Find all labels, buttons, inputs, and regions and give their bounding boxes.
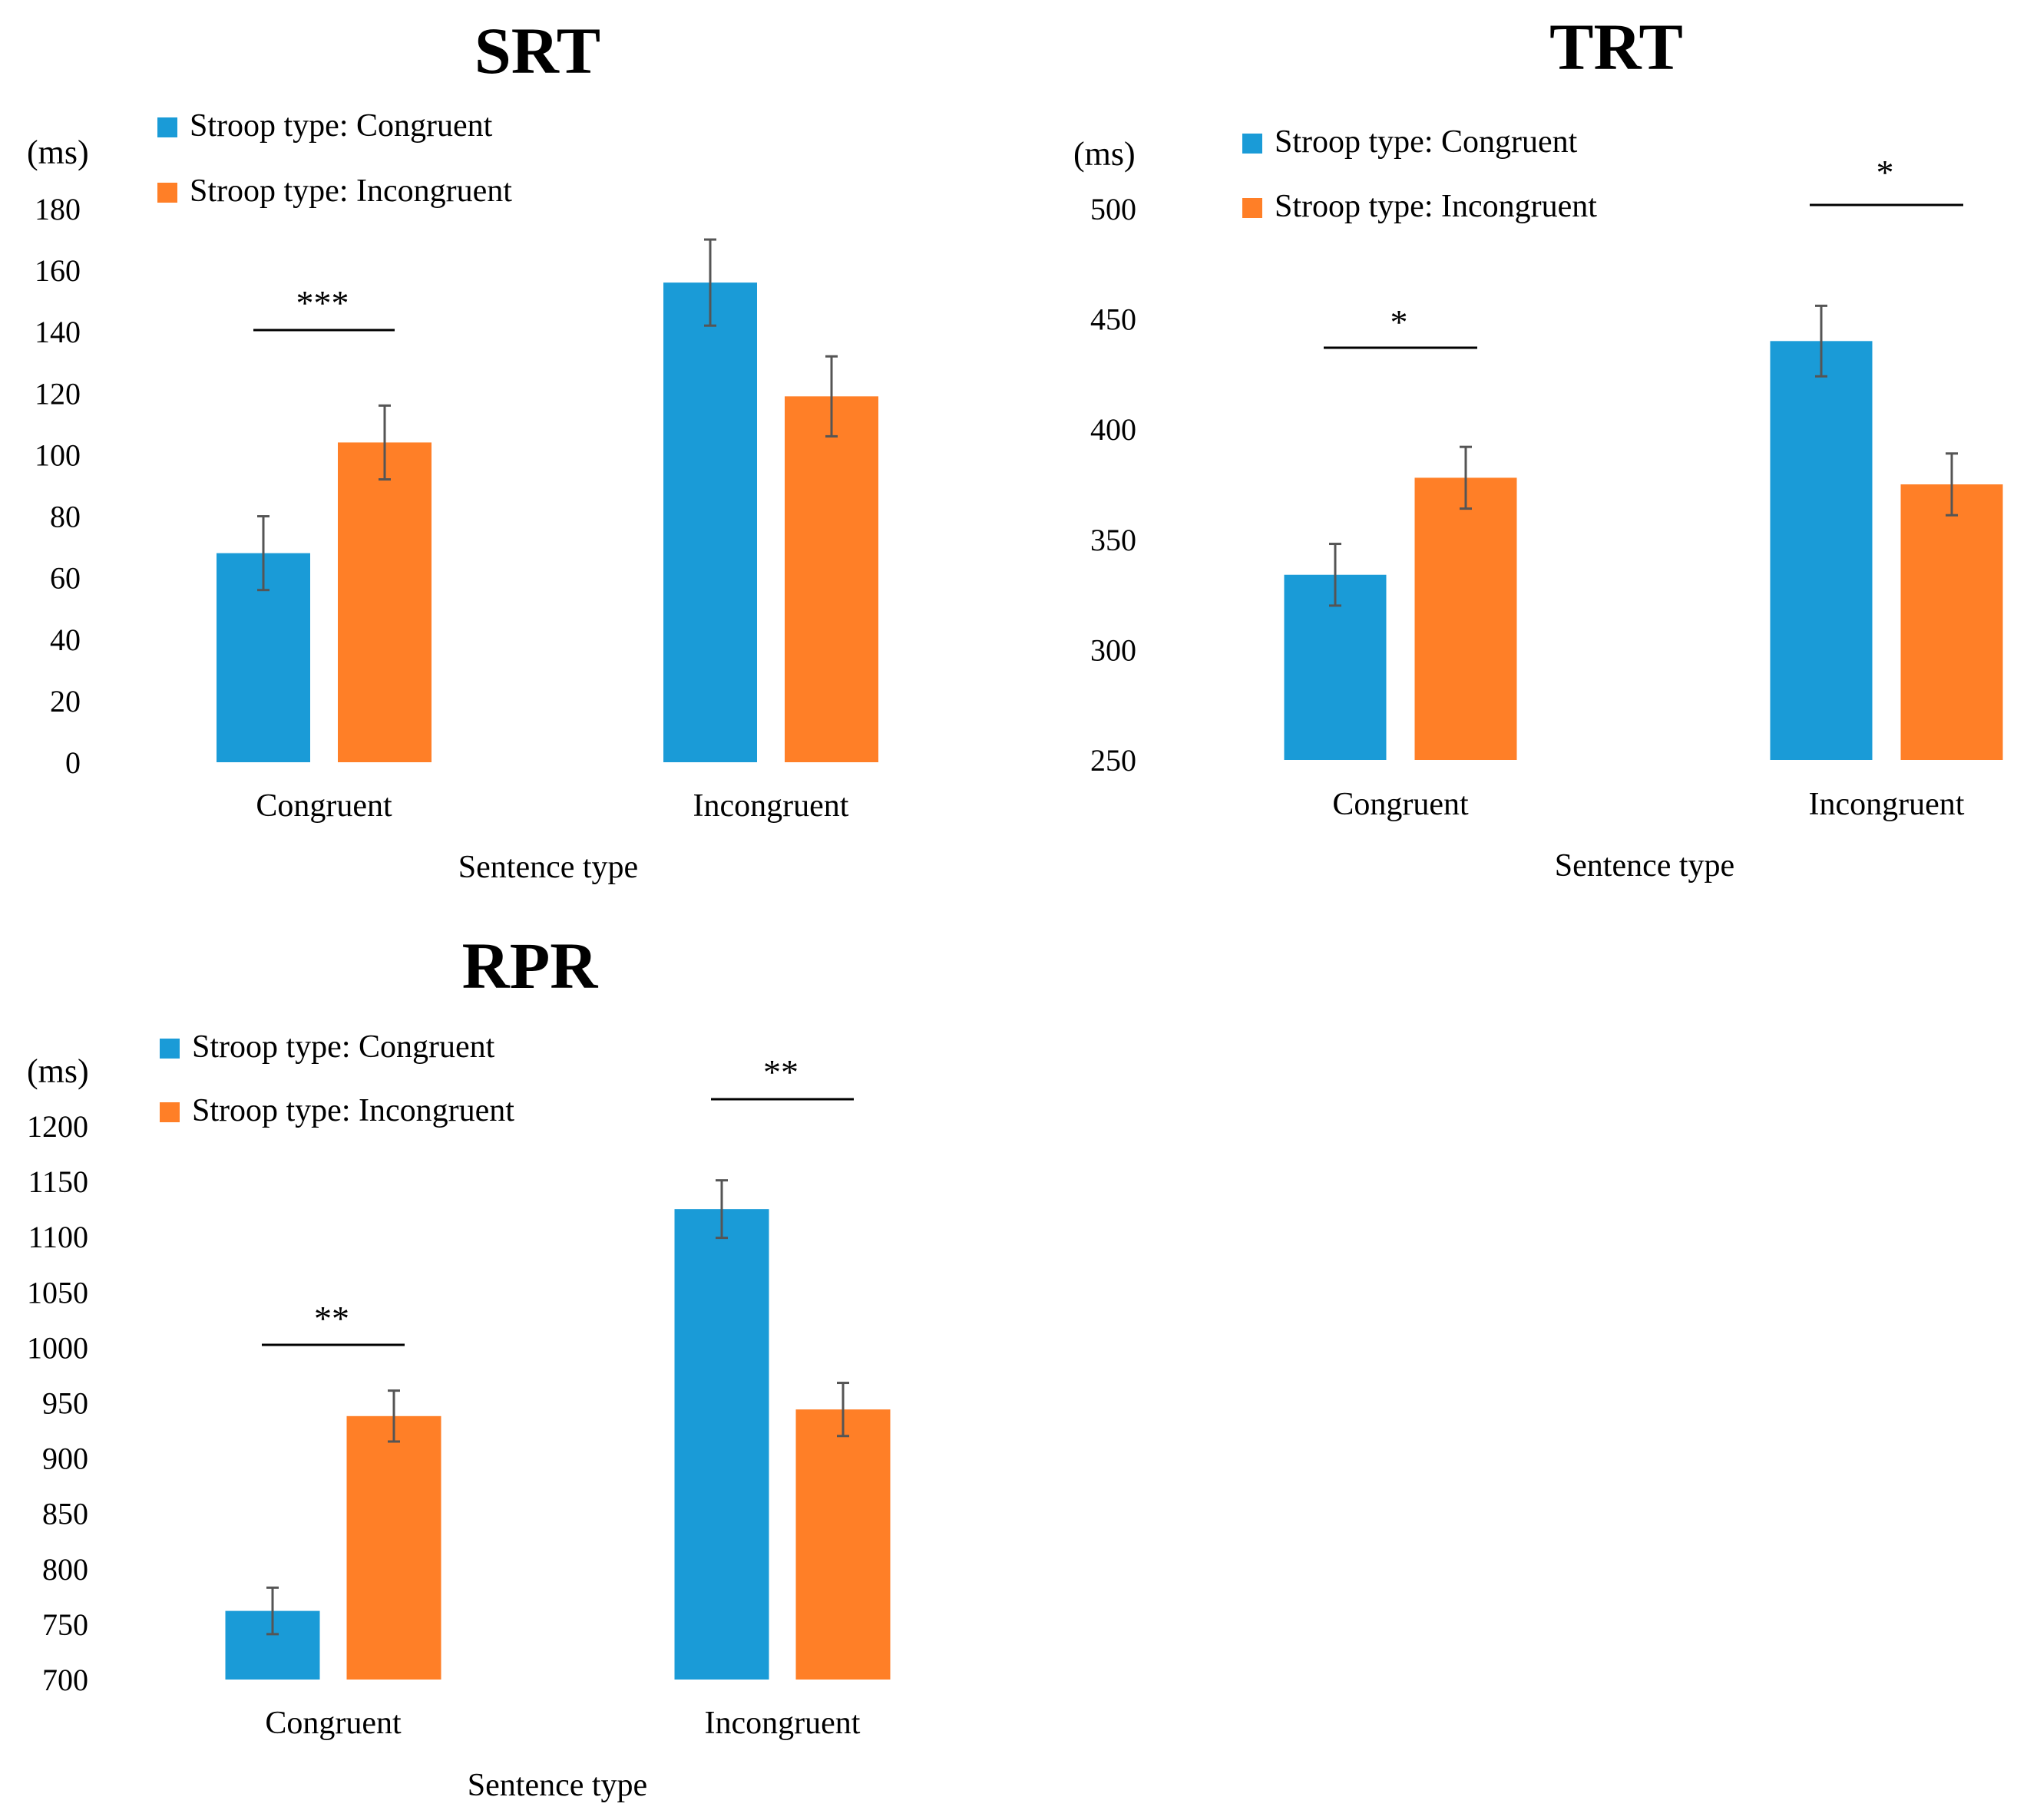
rpr-legend-swatch [160,1039,180,1059]
trt-significance-label: * [1390,302,1408,342]
trt-bar [1900,484,2003,760]
rpr-y-tick-label: 1200 [27,1109,88,1144]
srt-legend-swatch [157,117,177,137]
rpr-y-tick-label: 700 [42,1663,88,1697]
rpr-legend-label: Stroop type: Incongruent [192,1093,514,1128]
rpr-x-axis-label: Sentence type [468,1768,647,1803]
rpr-y-tick-label: 850 [42,1497,88,1531]
srt-y-tick-label: 120 [35,376,81,411]
rpr-y-tick-label: 1000 [27,1330,88,1365]
trt-legend-swatch [1242,198,1262,218]
trt-x-axis-label: Sentence type [1555,848,1734,884]
srt-y-tick-label: 40 [50,623,81,657]
rpr-legend-label: Stroop type: Congruent [192,1029,495,1065]
srt-title: SRT [475,14,600,88]
srt-x-tick-label: Congruent [256,788,392,824]
srt-significance-label: *** [296,283,349,322]
trt-x-tick-label: Congruent [1332,787,1469,822]
srt-bar [785,396,878,762]
srt-y-tick-label: 180 [35,192,81,226]
srt-chart: SRT (ms) 0 20 40 60 80 100 120 140 160 180 Stroop ty… [27,14,878,885]
rpr-significance-label: ** [763,1052,799,1092]
rpr-bar [795,1409,891,1680]
trt-y-tick-label: 400 [1090,412,1136,447]
rpr-significance-label: ** [314,1299,349,1338]
trt-y-tick-label: 500 [1090,192,1136,226]
trt-y-tick-label: 450 [1090,302,1136,337]
rpr-y-tick-label: 900 [42,1442,88,1476]
srt-bar [338,442,432,762]
srt-y-unit-label: (ms) [27,134,89,171]
srt-bar [663,282,757,763]
srt-y-tick-label: 0 [65,745,81,780]
rpr-y-tick-label: 950 [42,1386,88,1421]
srt-y-tick-label: 100 [35,438,81,472]
rpr-legend-swatch [160,1102,180,1122]
srt-x-tick-label: Incongruent [693,788,849,824]
rpr-y-tick-label: 750 [42,1607,88,1642]
trt-legend-label: Stroop type: Incongruent [1275,189,1597,224]
trt-y-tick-label: 250 [1090,743,1136,778]
rpr-y-tick-label: 1100 [28,1220,88,1254]
rpr-title: RPR [462,929,599,1002]
srt-legend-label: Stroop type: Incongruent [190,173,512,209]
trt-legend-label: Stroop type: Congruent [1275,124,1578,160]
trt-bar [1414,477,1517,760]
srt-y-tick-label: 140 [35,315,81,349]
rpr-y-tick-label: 800 [42,1552,88,1587]
rpr-bar [346,1415,441,1680]
srt-y-tick-label: 20 [50,684,81,718]
trt-y-tick-label: 300 [1090,633,1136,667]
srt-x-axis-label: Sentence type [458,850,638,885]
trt-legend-swatch [1242,134,1262,154]
trt-y-unit-label: (ms) [1073,135,1136,173]
trt-x-tick-label: Incongruent [1809,787,1965,822]
trt-chart: TRT (ms) 250 300 350 400 450 500 Stroop type: Co… [1073,10,2003,884]
srt-legend-label: Stroop type: Congruent [190,108,493,144]
srt-y-tick-label: 160 [35,253,81,288]
rpr-x-tick-label: Congruent [265,1706,402,1741]
rpr-y-tick-label: 1150 [28,1164,88,1199]
srt-y-tick-label: 60 [50,561,81,596]
rpr-chart: RPR (ms) 700 750 800 850 900 950 1000 1050 1100 115… [27,929,891,1803]
srt-y-tick-label: 80 [50,500,81,534]
rpr-y-unit-label: (ms) [27,1052,89,1090]
rpr-y-tick-label: 1050 [27,1275,88,1310]
trt-title: TRT [1549,10,1683,84]
rpr-x-tick-label: Incongruent [705,1706,861,1741]
trt-y-tick-label: 350 [1090,523,1136,557]
trt-significance-label: * [1877,153,1894,192]
srt-legend-swatch [157,183,177,203]
rpr-bar [674,1209,769,1680]
trt-bar [1770,341,1873,760]
